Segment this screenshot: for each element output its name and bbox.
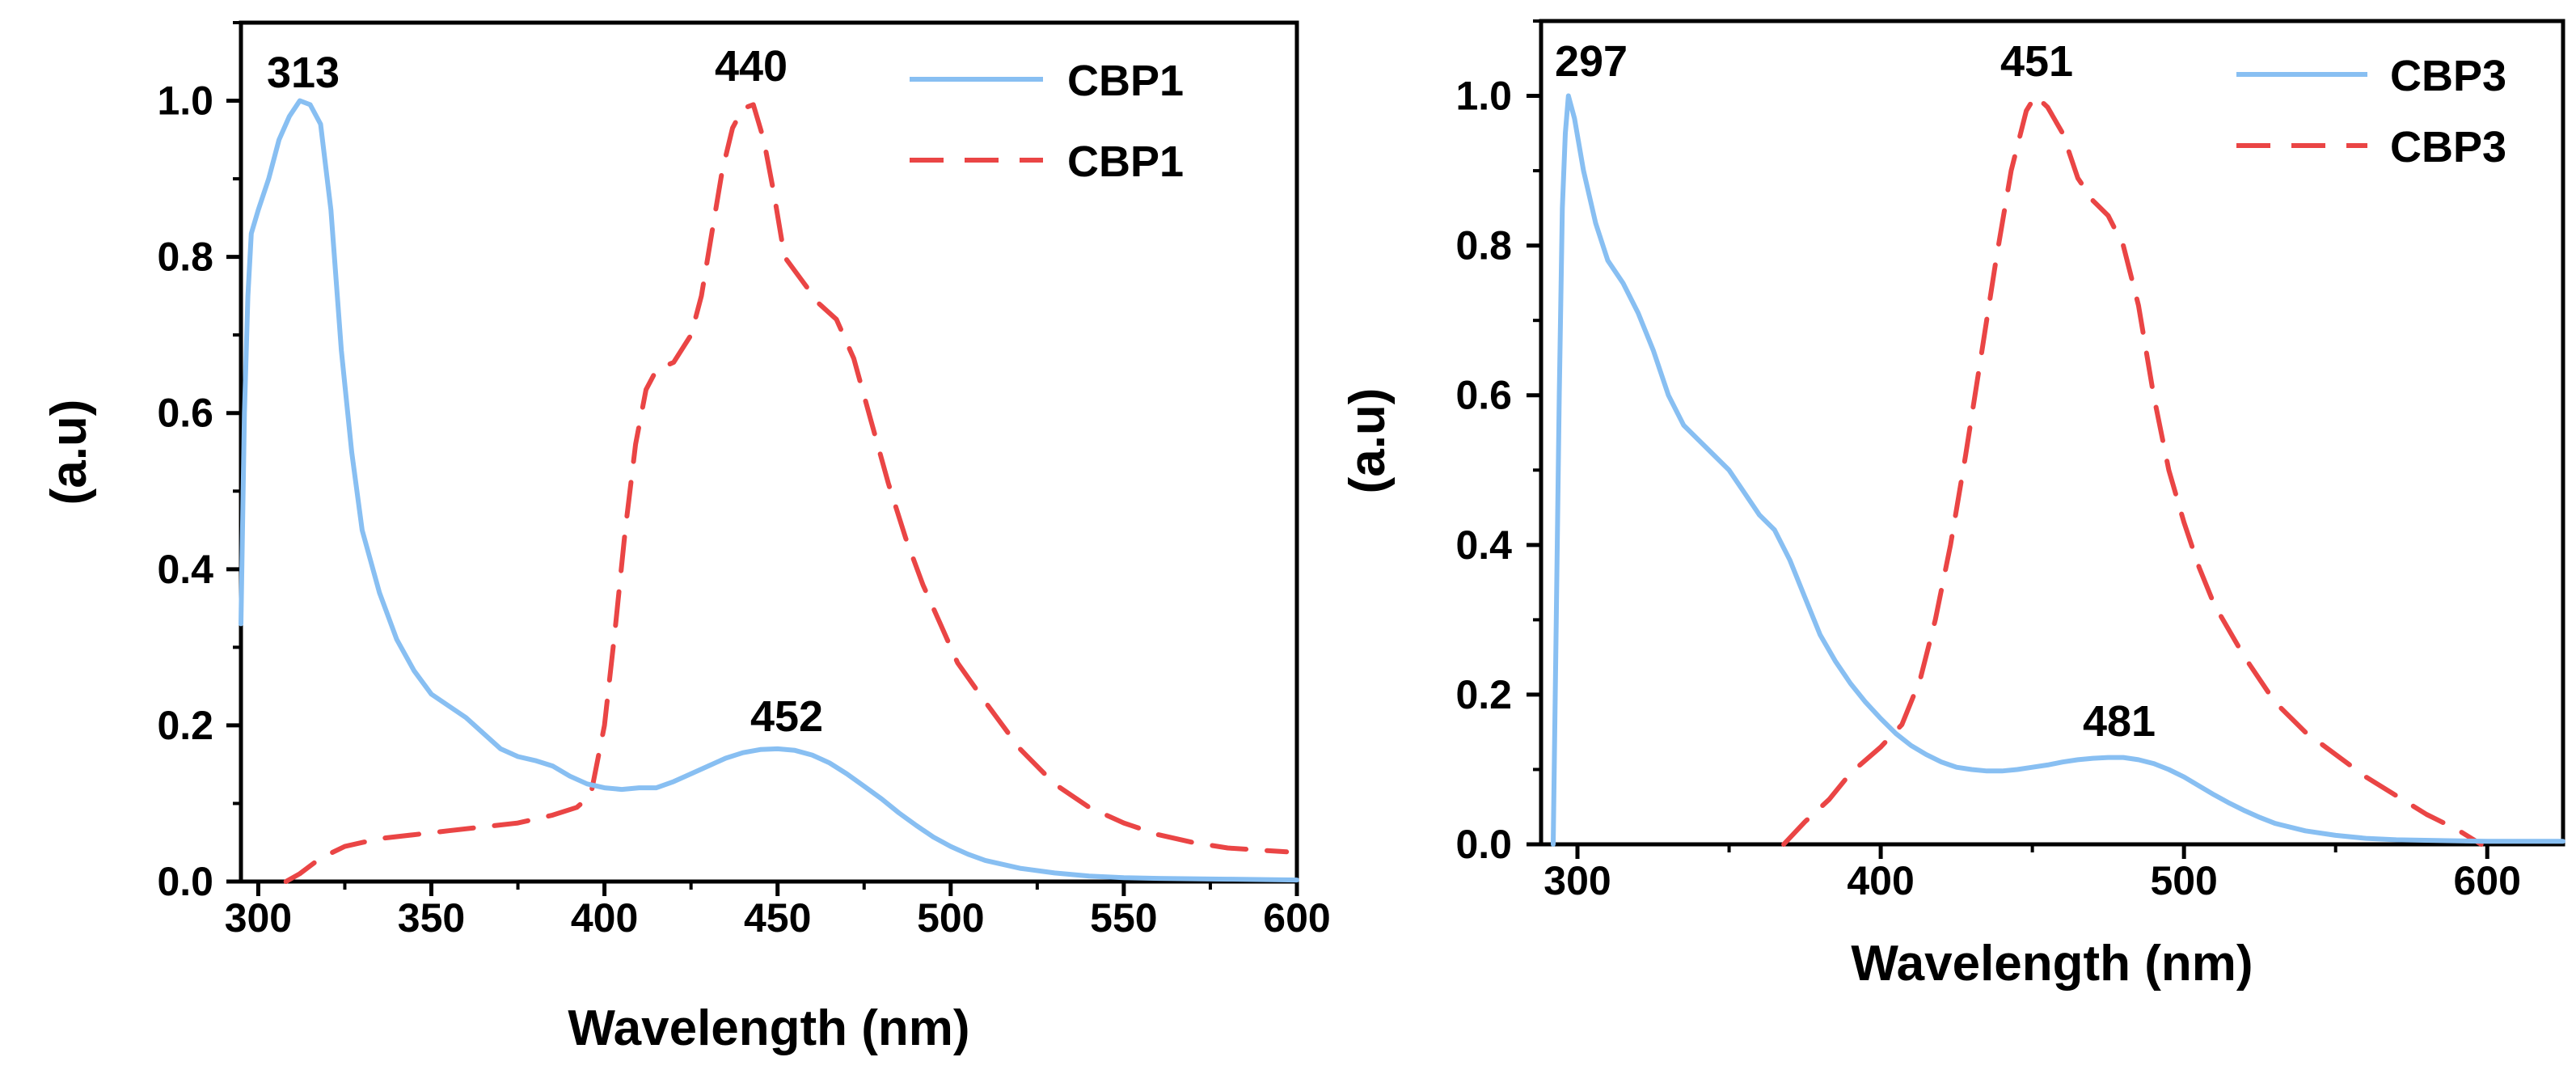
peak-label: 440 (715, 42, 788, 91)
x-tick-label: 600 (1263, 895, 1330, 941)
plot-frame (1539, 19, 2565, 847)
y-axis-ticks: 0.0 0.2 0.4 0.6 0.8 1.0 (157, 21, 241, 904)
x-tick-label: 500 (2150, 858, 2217, 903)
y-tick-label: 0.4 (1455, 522, 1512, 568)
y-tick-label: 0.0 (1455, 822, 1512, 867)
y-axis-ticks: 0.0 0.2 0.4 0.6 0.8 1.0 (1455, 19, 1541, 867)
peak-label: 451 (2000, 37, 2073, 86)
x-tick-label: 400 (1847, 858, 1914, 903)
x-tick-label: 300 (225, 895, 292, 941)
legend-label: CBP3 (2390, 52, 2506, 100)
x-tick-label: 600 (2454, 858, 2521, 903)
x-tick-label: 300 (1543, 858, 1611, 903)
legend-label: CBP1 (1067, 137, 1184, 186)
legend: CBP3 CBP3 (2236, 52, 2506, 171)
peak-labels: 313 440 452 (267, 42, 823, 741)
y-tick-label: 0.8 (157, 235, 213, 280)
x-tick-label: 550 (1090, 895, 1157, 941)
legend-label: CBP1 (1067, 57, 1184, 105)
x-tick-label: 350 (398, 895, 465, 941)
x-tick-label: 500 (917, 895, 984, 941)
y-axis-label: (a.u) (1340, 388, 1396, 494)
chart-panel-cbp3: 300 400 500 600 0.0 0.2 0.4 0.6 0.8 1.0 297 451 … (1340, 19, 2565, 992)
x-tick-label: 400 (571, 895, 638, 941)
peak-label: 481 (2083, 697, 2156, 746)
y-tick-label: 0.6 (1455, 373, 1512, 418)
y-tick-label: 0.0 (157, 859, 213, 904)
peak-label: 297 (1555, 37, 1628, 86)
data-series (1551, 93, 2565, 847)
data-series (239, 98, 1299, 884)
peak-label: 313 (267, 49, 340, 97)
x-axis-label: Wavelength (nm) (568, 1000, 969, 1056)
x-axis-label: Wavelength (nm) (1851, 936, 2253, 992)
y-tick-label: 1.0 (1455, 74, 1512, 119)
y-tick-label: 0.2 (157, 703, 213, 748)
x-axis-ticks: 300 350 400 450 500 550 600 (225, 882, 1331, 941)
emission-line-cbp1 (283, 102, 1290, 884)
x-tick-label: 450 (744, 895, 811, 941)
absorption-line-cbp3 (1551, 93, 2565, 847)
y-axis-label: (a.u) (41, 400, 97, 505)
y-tick-label: 0.2 (1455, 672, 1512, 717)
y-tick-label: 0.4 (157, 547, 213, 592)
peak-labels: 297 451 481 (1555, 37, 2156, 746)
peak-label: 452 (750, 692, 823, 741)
absorption-line-cbp1 (239, 98, 1299, 883)
plot-frame (239, 20, 1299, 884)
x-axis-ticks: 300 400 500 600 (1543, 844, 2521, 903)
y-tick-label: 0.8 (1455, 223, 1512, 269)
chart-panel-cbp1: 300 350 400 450 500 550 600 0.0 0.2 0.4 0.6 0.8 1.0… (41, 20, 1331, 1056)
y-tick-label: 0.6 (157, 391, 213, 436)
y-tick-label: 1.0 (157, 78, 213, 124)
legend: CBP1 CBP1 (910, 57, 1184, 186)
legend-label: CBP3 (2390, 123, 2506, 171)
